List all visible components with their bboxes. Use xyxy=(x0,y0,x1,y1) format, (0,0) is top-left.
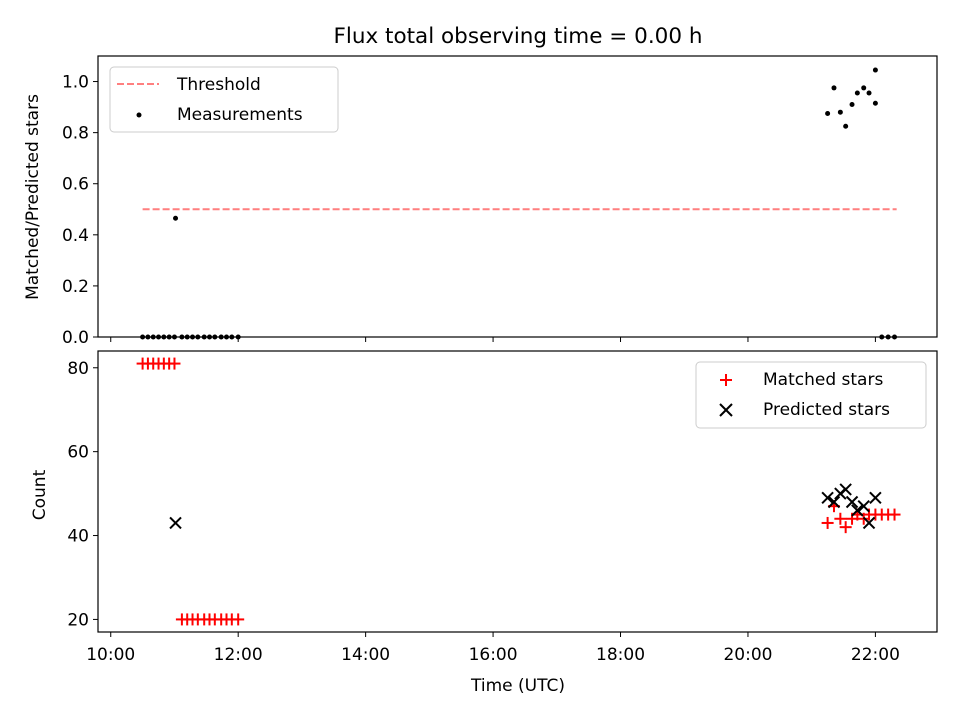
x-tick-label: 20:00 xyxy=(723,645,772,665)
measurement-point xyxy=(849,102,855,108)
legend-measurements-label: Measurements xyxy=(177,105,303,125)
predicted-star-point xyxy=(839,483,852,496)
predicted-star-point xyxy=(821,491,834,504)
bottom-y-tick-label: 60 xyxy=(67,443,89,463)
x-tick-label: 10:00 xyxy=(86,645,135,665)
predicted-star-point xyxy=(869,491,882,504)
bottom-y-tick-label: 40 xyxy=(67,527,89,547)
measurement-point xyxy=(825,110,831,116)
measurement-point xyxy=(837,109,843,115)
matched-star-point xyxy=(888,508,901,521)
top-y-tick-label: 0.6 xyxy=(62,175,89,195)
measurement-point xyxy=(831,85,837,91)
measurement-point xyxy=(872,100,878,106)
bottom-legend: Matched stars Predicted stars xyxy=(695,361,927,429)
x-axis-label: Time (UTC) xyxy=(470,676,565,696)
legend-predicted-swatch xyxy=(719,403,733,417)
bottom-panel: 20 40 60 80 10:00 12:00 14:00 16:00 18:00 20:00 22… xyxy=(30,350,938,696)
measurement-point xyxy=(173,215,179,221)
measurement-point xyxy=(861,85,867,91)
measurement-point xyxy=(866,90,872,96)
legend-matched-swatch xyxy=(720,374,732,386)
predicted-star-point xyxy=(857,499,870,513)
x-tick-label: 12:00 xyxy=(214,645,263,665)
matched-star-point xyxy=(168,357,181,370)
predicted-star-point xyxy=(851,504,864,517)
predicted-star-point xyxy=(827,495,841,509)
predicted-star-point xyxy=(862,516,876,530)
bottom-y-axis-label: Count xyxy=(30,469,50,520)
legend-predicted-label: Predicted stars xyxy=(763,400,890,420)
legend-matched-label: Matched stars xyxy=(763,370,883,390)
measurement-point xyxy=(854,90,860,96)
bottom-y-tick-label: 20 xyxy=(67,610,89,630)
x-tick-label: 14:00 xyxy=(341,645,390,665)
matched-star-point xyxy=(821,516,834,529)
x-tick-label: 16:00 xyxy=(469,645,518,665)
top-legend: Threshold Measurements xyxy=(109,66,339,133)
top-y-tick-label: 1.0 xyxy=(62,73,89,93)
legend-measurements-swatch xyxy=(136,112,142,118)
predicted-star-point xyxy=(845,495,859,509)
matched-star-point xyxy=(839,521,852,534)
top-panel: 0.0 0.2 0.4 0.6 0.8 1.0 Matched/Predicted sta… xyxy=(23,55,938,348)
top-y-axis-label: Matched/Predicted stars xyxy=(23,94,43,300)
measurement-point xyxy=(843,123,849,129)
matched-star-point xyxy=(232,613,245,626)
predicted-star-point xyxy=(169,516,182,530)
bottom-y-tick-label: 80 xyxy=(67,359,89,379)
top-y-tick-label: 0.8 xyxy=(62,124,89,144)
measurement-point xyxy=(872,67,878,73)
top-y-tick-label: 0.2 xyxy=(62,277,89,297)
matched-star-point xyxy=(834,512,847,525)
legend-threshold-label: Threshold xyxy=(176,75,261,95)
x-tick-label: 22:00 xyxy=(851,645,900,665)
x-tick-label: 18:00 xyxy=(596,645,645,665)
top-y-tick-label: 0.0 xyxy=(62,328,89,348)
top-y-tick-label: 0.4 xyxy=(62,226,89,246)
chart-title: Flux total observing time = 0.00 h xyxy=(334,24,703,49)
